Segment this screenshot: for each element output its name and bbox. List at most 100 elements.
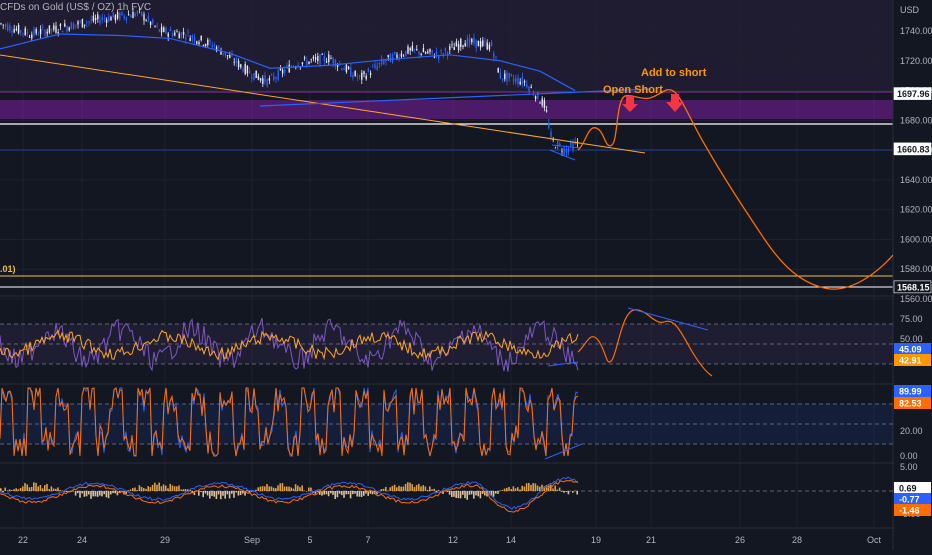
candle-body: [421, 54, 422, 55]
macd-histogram-bar: [356, 491, 358, 496]
candle-body: [544, 100, 545, 108]
macd-histogram-bar: [385, 487, 387, 491]
candle-body: [42, 27, 43, 28]
candle-body: [396, 55, 397, 58]
candle-body: [278, 70, 279, 80]
candle-body: [163, 28, 164, 32]
macd-histogram-bar: [308, 487, 310, 491]
macd-histogram-bar: [145, 489, 147, 491]
candle-body: [108, 16, 109, 21]
candle-body: [168, 34, 169, 37]
price-tag-label: 1568.15: [897, 282, 930, 292]
macd-histogram-bar: [242, 491, 244, 494]
candle-body: [159, 29, 160, 31]
candle-body: [454, 47, 455, 50]
candle-body: [559, 144, 560, 145]
open-short-label: Open Short: [603, 84, 663, 96]
candle-body: [480, 41, 481, 47]
macd-histogram-bar: [352, 491, 354, 494]
macd-histogram-bar: [169, 484, 171, 491]
macd-value-label: -0.77: [899, 495, 920, 505]
macd-histogram-bar: [572, 491, 574, 493]
candle-body: [53, 25, 54, 29]
macd-histogram-bar: [174, 486, 176, 491]
candle-body: [14, 29, 15, 32]
macd-histogram-bar: [134, 488, 136, 491]
macd-histogram-bar: [370, 491, 372, 494]
candle-body: [29, 37, 30, 38]
candle-body: [414, 49, 415, 50]
candle-body: [511, 74, 512, 76]
candle-body: [462, 45, 463, 47]
candle-body: [564, 148, 565, 155]
macd-histogram-bar: [183, 489, 185, 491]
candle-body: [75, 25, 76, 26]
macd-value-label: -1.46: [899, 506, 920, 516]
macd-histogram-bar: [350, 491, 352, 498]
macd-histogram-bar: [229, 491, 231, 498]
macd-histogram-bar: [288, 487, 290, 491]
candle-body: [537, 92, 538, 99]
macd-histogram-bar: [400, 487, 402, 491]
macd-histogram-bar: [396, 487, 398, 491]
macd-histogram-bar: [398, 486, 400, 491]
add-short-label: Add to short: [641, 67, 707, 79]
macd-histogram-bar: [202, 491, 204, 497]
time-tick-label: 12: [448, 535, 458, 545]
candle-body: [187, 32, 188, 33]
macd-histogram-bar: [152, 485, 154, 491]
candle-body: [440, 50, 441, 51]
macd-histogram-bar: [480, 491, 482, 498]
candle-body: [282, 70, 283, 74]
candle-body: [517, 78, 518, 84]
candle-body: [88, 21, 89, 22]
macd-histogram-bar: [361, 491, 363, 497]
price-tag-label: 1697.96: [897, 89, 930, 99]
candle-body: [319, 55, 320, 65]
candle-body: [465, 43, 466, 46]
candle-body: [0, 23, 1, 24]
macd-histogram-bar: [84, 491, 86, 497]
candle-body: [526, 84, 527, 88]
time-tick-label: Sep: [244, 535, 260, 545]
candle-body: [473, 38, 474, 44]
macd-histogram-bar: [455, 491, 457, 498]
macd-histogram-bar: [332, 491, 334, 495]
candle-body: [548, 123, 549, 127]
macd-histogram-bar: [108, 491, 110, 498]
candle-body: [273, 76, 274, 80]
candle-body: [566, 149, 567, 153]
macd-histogram-bar: [469, 491, 471, 495]
candle-body: [557, 141, 558, 149]
macd-histogram-bar: [2, 491, 4, 492]
candle-body: [192, 36, 193, 39]
macd-tick-label: 5.00: [900, 462, 918, 472]
macd-histogram-bar: [466, 491, 468, 500]
candle-body: [456, 42, 457, 47]
macd-histogram-bar: [130, 489, 132, 491]
macd-histogram-bar: [79, 491, 81, 498]
candle-body: [148, 16, 149, 19]
candle-body: [469, 37, 470, 43]
macd-histogram-bar: [365, 491, 367, 494]
candle-body: [542, 98, 543, 105]
macd-histogram-bar: [493, 491, 495, 497]
price-tick-label: 1600.00: [900, 234, 932, 244]
candle-body: [47, 32, 48, 34]
candle-body: [33, 28, 34, 35]
candle-body: [55, 26, 56, 33]
candle-body: [377, 66, 378, 70]
candle-body: [572, 142, 573, 150]
candle-body: [229, 55, 230, 58]
macd-histogram-bar: [517, 487, 519, 491]
candle-body: [478, 41, 479, 46]
candle-body: [491, 42, 492, 46]
candle-body: [264, 75, 265, 82]
candle-body: [58, 32, 59, 33]
candle-body: [489, 45, 490, 50]
rsi-value-label: 45.09: [899, 345, 922, 355]
macd-histogram-bar: [418, 484, 420, 491]
stoch-tick-label: 20.00: [900, 426, 923, 436]
